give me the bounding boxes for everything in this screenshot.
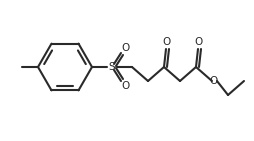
Text: O: O	[121, 43, 130, 53]
Text: O: O	[194, 37, 202, 47]
Text: O: O	[209, 76, 217, 86]
Text: O: O	[162, 37, 170, 47]
Text: O: O	[121, 81, 130, 91]
Text: S: S	[108, 62, 115, 72]
